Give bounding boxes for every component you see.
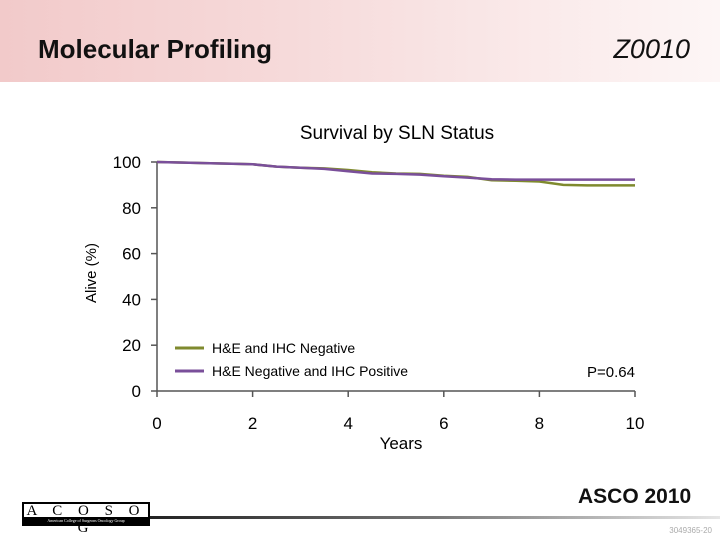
x-tick-label: 10: [626, 414, 645, 433]
trial-code: Z0010: [613, 34, 690, 64]
series-line-2: [156, 160, 635, 181]
chart-legend: H&E and IHC Negative H&E Negative and IHC…: [175, 340, 408, 379]
p-value-annotation: P=0.64: [587, 364, 635, 381]
acosog-logo: A C O S O G American College of Surgeons…: [22, 502, 150, 536]
x-tick-label: 6: [439, 414, 448, 433]
legend-label-1: H&E and IHC Negative: [212, 340, 355, 356]
slide-id: 3049365-20: [669, 526, 712, 535]
chart-title: Survival by SLN Status: [300, 123, 494, 144]
x-tick-label: 0: [152, 414, 161, 433]
logo-letters: A C O S O G: [26, 503, 146, 536]
slide-title: Molecular Profiling: [38, 34, 273, 64]
y-tick-label: 60: [122, 245, 141, 264]
x-tick-label: 2: [248, 414, 257, 433]
slide-header: Molecular Profiling Z0010: [0, 0, 720, 82]
footer-rule: [150, 516, 720, 519]
legend-label-2: H&E Negative and IHC Positive: [212, 363, 408, 379]
y-axis-label: Alive (%): [83, 243, 100, 303]
chart-ticks: 0 20 40 60 80 100 0 2 4 6 8 10: [113, 153, 645, 433]
logo-subtitle: American College of Surgeons Oncology Gr…: [24, 517, 148, 524]
y-tick-label: 40: [122, 290, 141, 309]
y-tick-label: 20: [122, 336, 141, 355]
meeting-label: ASCO 2010: [578, 485, 692, 508]
y-tick-label: 100: [113, 153, 141, 172]
x-tick-label: 8: [535, 414, 544, 433]
x-axis-label: Years: [380, 434, 423, 453]
y-tick-label: 0: [132, 382, 141, 401]
x-tick-label: 4: [343, 414, 352, 433]
chart-series: [156, 160, 635, 187]
chart-axes: [156, 162, 635, 392]
y-tick-label: 80: [122, 199, 141, 218]
